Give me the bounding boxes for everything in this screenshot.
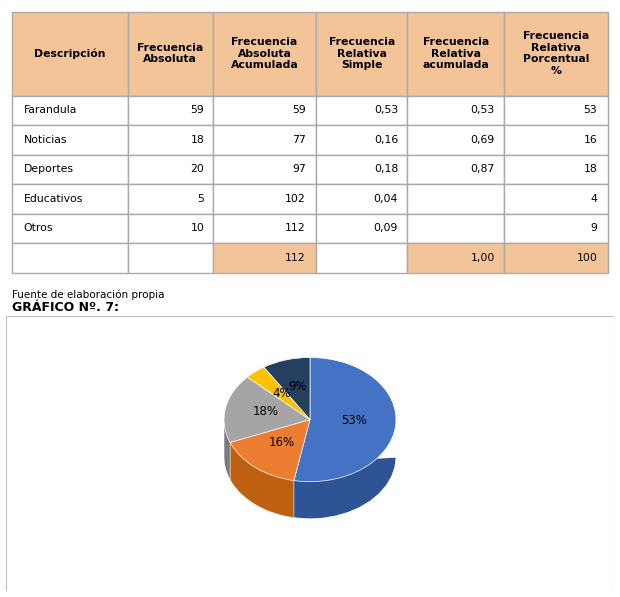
Polygon shape <box>224 418 230 479</box>
Polygon shape <box>230 441 294 518</box>
Text: Fuente de elaboración propia: Fuente de elaboración propia <box>12 290 165 300</box>
Wedge shape <box>247 367 310 420</box>
Wedge shape <box>294 358 396 482</box>
Wedge shape <box>264 358 310 420</box>
Polygon shape <box>225 419 396 519</box>
Wedge shape <box>230 420 310 481</box>
Text: 18%: 18% <box>253 405 279 418</box>
Text: 53%: 53% <box>342 414 368 427</box>
Wedge shape <box>224 377 310 442</box>
Text: 9%: 9% <box>288 380 307 393</box>
Text: 4%: 4% <box>272 386 291 399</box>
Text: GRÁFICO Nº. 7:: GRÁFICO Nº. 7: <box>12 301 120 315</box>
Text: 16%: 16% <box>268 436 294 450</box>
